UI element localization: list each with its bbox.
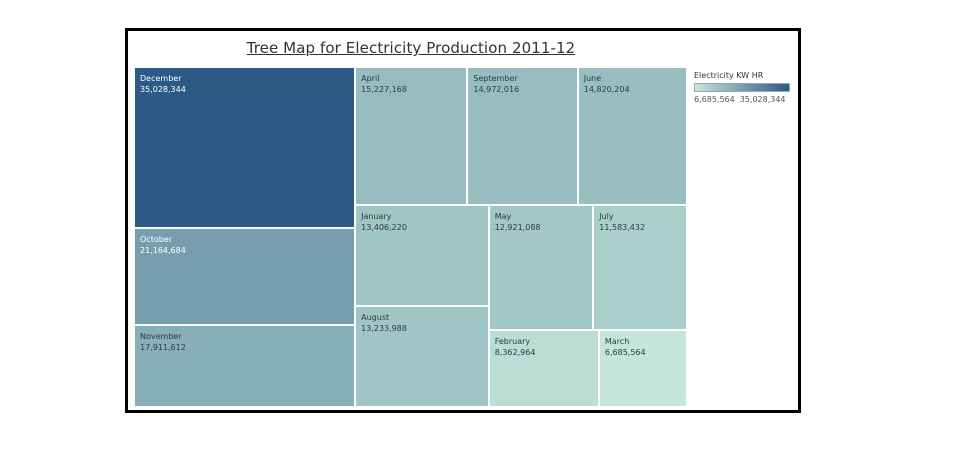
tile-value: 13,406,220 bbox=[361, 222, 407, 232]
treemap-tile-august[interactable]: August 13,233,988 bbox=[355, 306, 489, 407]
tile-label: May 12,921,088 bbox=[495, 211, 541, 233]
tile-label: January 13,406,220 bbox=[361, 211, 407, 233]
tile-name: March bbox=[604, 337, 630, 346]
tile-name: December bbox=[140, 74, 182, 83]
tile-label: September 14,972,016 bbox=[473, 73, 519, 95]
treemap-tile-december[interactable]: December 35,028,344 bbox=[134, 67, 356, 228]
legend-min-label: 6,685,564 bbox=[694, 95, 735, 104]
treemap-tile-may[interactable]: May 12,921,088 bbox=[488, 204, 594, 330]
tile-value: 6,685,564 bbox=[604, 348, 646, 357]
tile-value: 21,164,684 bbox=[140, 245, 186, 255]
treemap-tile-september[interactable]: September 14,972,016 bbox=[467, 67, 578, 205]
chart-title: Tree Map for Electricity Production 2011… bbox=[246, 39, 576, 57]
tile-name: April bbox=[361, 74, 380, 83]
tile-value: 14,972,016 bbox=[473, 85, 520, 94]
tile-name: September bbox=[473, 74, 518, 83]
tile-label: December 35,028,344 bbox=[140, 73, 186, 95]
tile-label: November 17,911,612 bbox=[140, 331, 186, 353]
tile-name: July bbox=[599, 211, 614, 221]
legend-max-label: 35,028,344 bbox=[739, 95, 786, 104]
chart-frame: Tree Map for Electricity Production 2011… bbox=[125, 28, 801, 413]
treemap-tile-november[interactable]: November 17,911,612 bbox=[134, 324, 356, 407]
tile-name: February bbox=[494, 337, 531, 346]
treemap-tile-february[interactable]: February 8,362,964 bbox=[488, 330, 599, 407]
legend-title: Electricity KW HR bbox=[694, 71, 764, 80]
tile-name: October bbox=[140, 234, 173, 244]
tile-value: 12,921,088 bbox=[494, 222, 541, 232]
tile-label: August 13,233,988 bbox=[361, 312, 407, 334]
tile-name: June bbox=[583, 74, 602, 83]
tile-name: August bbox=[361, 313, 390, 323]
treemap: December 35,028,344 October 21,164,684 Novem… bbox=[134, 67, 687, 407]
tile-name: November bbox=[140, 331, 182, 341]
tile-label: October 21,164,684 bbox=[140, 234, 186, 256]
color-legend: Electricity KW HR 6,685,564 35,028,344 bbox=[694, 71, 794, 104]
tile-name: May bbox=[494, 211, 512, 221]
tile-value: 17,911,612 bbox=[140, 342, 186, 352]
treemap-tile-march[interactable]: March 6,685,564 bbox=[598, 330, 687, 407]
tile-label: February 8,362,964 bbox=[495, 336, 536, 358]
treemap-tile-july[interactable]: July 11,583,432 bbox=[593, 204, 687, 330]
treemap-tile-april[interactable]: April 15,227,168 bbox=[355, 67, 468, 205]
treemap-tile-june[interactable]: June 14,820,204 bbox=[577, 67, 687, 205]
tile-value: 8,362,964 bbox=[494, 348, 536, 357]
tile-value: 14,820,204 bbox=[583, 85, 630, 94]
tile-label: March 6,685,564 bbox=[605, 336, 646, 358]
treemap-tile-january[interactable]: January 13,406,220 bbox=[355, 204, 489, 307]
tile-label: July 11,583,432 bbox=[599, 211, 645, 233]
treemap-tile-october[interactable]: October 21,164,684 bbox=[134, 227, 356, 325]
legend-range: 6,685,564 35,028,344 bbox=[694, 95, 794, 104]
legend-color-ramp bbox=[694, 83, 790, 92]
tile-name: January bbox=[361, 211, 392, 221]
tile-label: June 14,820,204 bbox=[584, 73, 630, 95]
tile-value: 11,583,432 bbox=[599, 222, 646, 232]
tile-value: 35,028,344 bbox=[140, 85, 186, 94]
tile-value: 15,227,168 bbox=[361, 85, 407, 94]
tile-label: April 15,227,168 bbox=[361, 73, 407, 95]
tile-value: 13,233,988 bbox=[361, 324, 407, 334]
